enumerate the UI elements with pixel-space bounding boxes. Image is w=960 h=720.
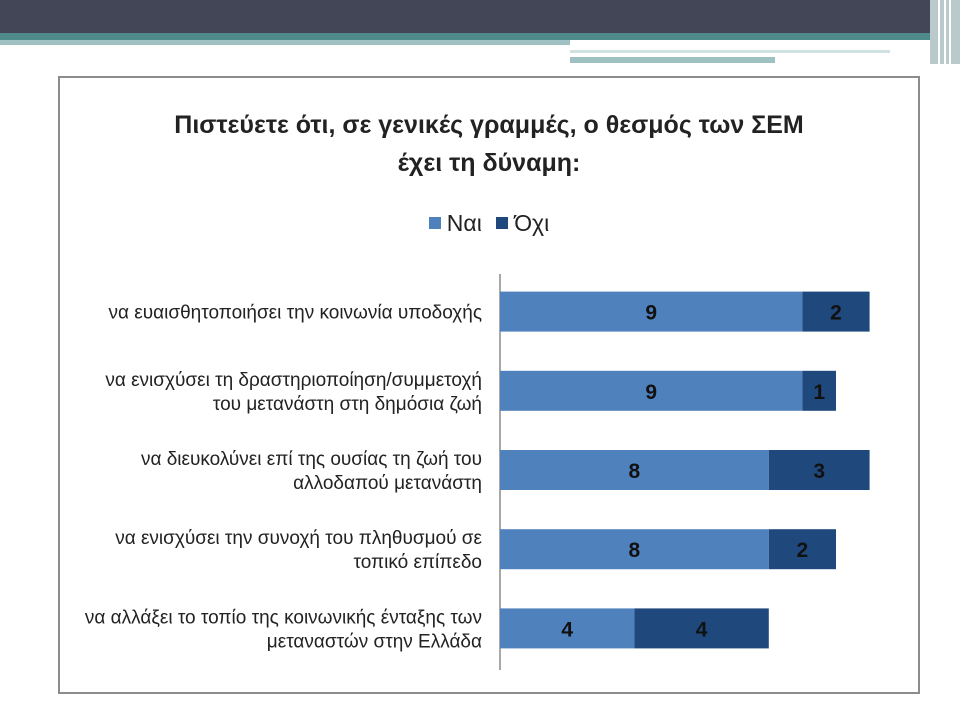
category-label: να ενισχύσει τη δραστηριοποίηση/συμμετοχ…: [105, 370, 482, 415]
chart-title: Πιστεύετε ότι, σε γενικές γραμμές, ο θεσ…: [174, 111, 804, 177]
bar-segment-no: [802, 370, 836, 411]
bar-segment-no: [802, 291, 870, 332]
bar-value-label: 8: [629, 460, 641, 483]
legend-item-no: Όχι: [496, 210, 549, 237]
bar-value-label: 8: [629, 539, 641, 562]
bar-value-label: 9: [645, 381, 657, 404]
bar-value-label: 2: [830, 302, 842, 325]
bar-chart: να ευαισθητοποιήσει την κοινωνία υποδοχή…: [85, 274, 870, 670]
legend-swatch-yes: [428, 217, 441, 229]
slide-top-bar: [0, 0, 930, 33]
bar-segment-yes: [500, 450, 769, 490]
bar-segment-yes: [500, 370, 803, 411]
bar-value-label: 1: [813, 381, 825, 404]
bar-segment-no: [634, 608, 769, 649]
bar-segment-no: [768, 529, 836, 570]
bar-value-label: 2: [797, 539, 809, 562]
bar-value-label: 9: [645, 302, 657, 325]
legend-swatch-no: [496, 217, 509, 229]
slide-corner-decoration: [930, 0, 960, 64]
chart-legend: Ναι Όχι: [60, 208, 918, 237]
slide-accent-line-short: [570, 57, 775, 63]
bar-value-label: 4: [696, 618, 708, 641]
legend-label-yes: Ναι: [446, 209, 482, 236]
chart-frame: Πιστεύετε ότι, σε γενικές γραμμές, ο θεσ…: [58, 76, 920, 694]
category-label: να ευαισθητοποιήσει την κοινωνία υποδοχή…: [109, 303, 482, 324]
legend-label-no: Όχι: [514, 209, 550, 236]
bar-value-label: 3: [813, 460, 825, 483]
slide-accent-line-thin: [570, 50, 890, 53]
category-label: να διευκολύνει επί της ουσίας τη ζωή του…: [141, 449, 482, 494]
bar-segment-yes: [500, 291, 803, 332]
bar-segment-no: [768, 450, 870, 490]
legend-item-yes: Ναι: [428, 209, 482, 237]
category-label: να αλλάξει το τοπίο της κοινωνικής ένταξ…: [85, 607, 482, 652]
bar-segment-yes: [500, 529, 769, 570]
slide-accent-line: [0, 33, 930, 40]
slide-accent-line-light: [0, 40, 570, 45]
bar-segment-yes: [500, 608, 635, 649]
bar-value-label: 4: [561, 618, 573, 641]
category-label: να ενισχύσει την συνοχή του πληθυσμού σε…: [115, 528, 482, 573]
